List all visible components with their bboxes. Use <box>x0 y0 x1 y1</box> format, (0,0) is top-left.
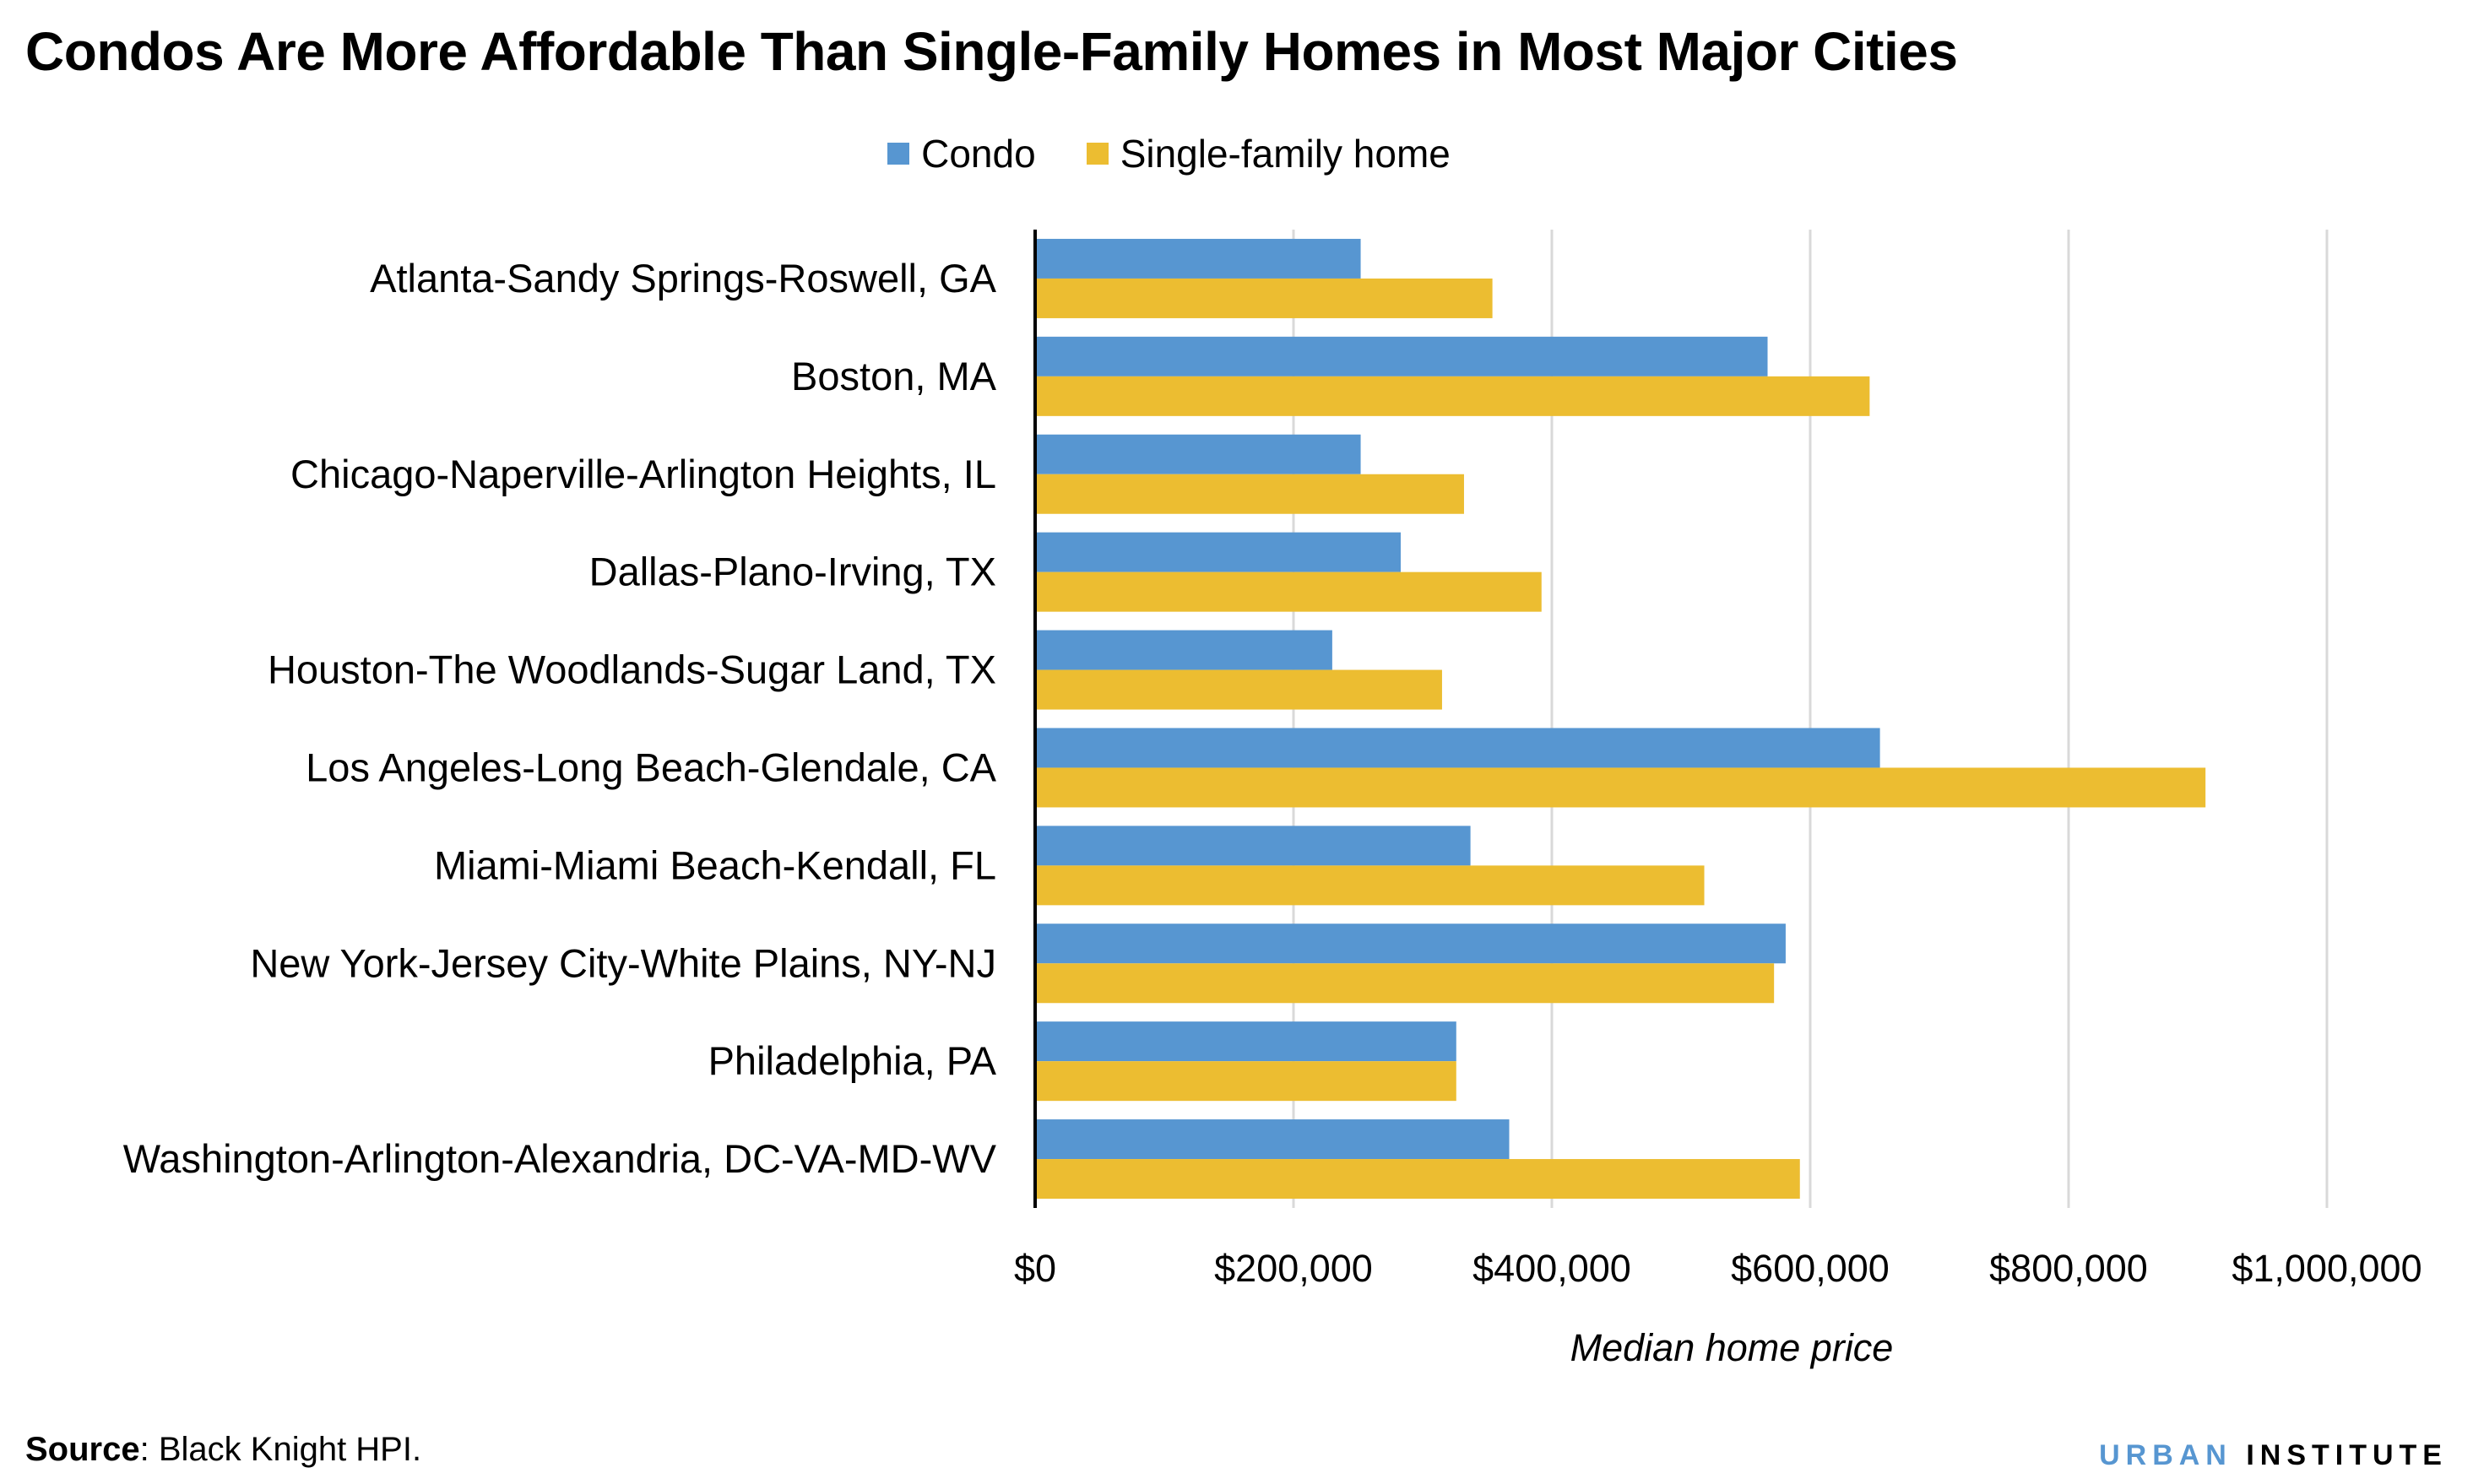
category-label: Philadelphia, PA <box>708 1038 997 1083</box>
legend-label-condo: Condo <box>921 132 1036 176</box>
category-label: Dallas-Plano-Irving, TX <box>589 550 996 594</box>
bar-condo <box>1035 434 1361 474</box>
legend-item-condo: Condo <box>887 131 1036 176</box>
category-label: Boston, MA <box>791 354 997 398</box>
category-label: Houston-The Woodlands-Sugar Land, TX <box>268 647 996 692</box>
x-tick-label: $200,000 <box>1214 1247 1373 1290</box>
category-label: Chicago-Naperville-Arlington Heights, IL <box>290 452 996 496</box>
bar-single-family <box>1035 963 1775 1004</box>
bar-condo <box>1035 1119 1510 1160</box>
bar-single-family <box>1035 1061 1456 1102</box>
category-label: Atlanta-Sandy Springs-Roswell, GA <box>370 256 997 301</box>
source-label: Source <box>25 1431 140 1468</box>
urban-institute-logo: URBAN INSTITUTE <box>2099 1439 2448 1472</box>
chart-title: Condos Are More Affordable Than Single-F… <box>25 21 1958 82</box>
legend: Condo Single-family home <box>0 131 2405 176</box>
bar-single-family <box>1035 865 1705 906</box>
category-label: Los Angeles-Long Beach-Glendale, CA <box>306 745 996 789</box>
x-tick-label: $800,000 <box>1989 1247 2148 1290</box>
bar-single-family <box>1035 278 1493 318</box>
bar-condo <box>1035 532 1401 572</box>
bar-condo <box>1035 826 1471 866</box>
bar-condo <box>1035 1021 1456 1062</box>
legend-swatch-condo <box>887 143 910 165</box>
bar-condo <box>1035 336 1768 376</box>
bar-single-family <box>1035 669 1442 710</box>
logo-institute: INSTITUTE <box>2246 1439 2448 1471</box>
bar-condo <box>1035 238 1361 279</box>
source-text: : Black Knight HPI. <box>139 1431 422 1468</box>
bar-condo <box>1035 728 1880 768</box>
x-tick-label: $1,000,000 <box>2232 1247 2421 1290</box>
x-tick-label: $600,000 <box>1731 1247 1890 1290</box>
bar-single-family <box>1035 767 2206 808</box>
x-tick-label: $0 <box>1014 1247 1056 1290</box>
x-tick-label: $400,000 <box>1472 1247 1631 1290</box>
bar-single-family <box>1035 376 1870 416</box>
x-axis-title: Median home price <box>1570 1326 1894 1369</box>
bar-single-family <box>1035 571 1542 612</box>
legend-label-single-family: Single-family home <box>1120 132 1451 176</box>
legend-item-single-family: Single-family home <box>1086 131 1451 176</box>
bar-single-family <box>1035 1159 1800 1200</box>
category-label: Washington-Arlington-Alexandria, DC-VA-M… <box>123 1136 997 1181</box>
category-label: Miami-Miami Beach-Kendall, FL <box>434 842 996 887</box>
logo-urban: URBAN <box>2099 1439 2232 1471</box>
legend-swatch-single-family <box>1086 143 1109 165</box>
source-note: Source: Black Knight HPI. <box>25 1431 421 1469</box>
bar-single-family <box>1035 474 1464 514</box>
category-label: New York-Jersey City-White Plains, NY-NJ <box>250 940 996 985</box>
bar-condo <box>1035 630 1332 670</box>
bar-condo <box>1035 923 1786 964</box>
